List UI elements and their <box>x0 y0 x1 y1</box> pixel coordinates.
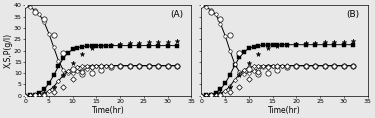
X-axis label: Time(hr): Time(hr) <box>92 105 124 115</box>
Text: (B): (B) <box>346 10 359 19</box>
Text: (A): (A) <box>170 10 183 19</box>
X-axis label: Time(hr): Time(hr) <box>268 105 301 115</box>
Y-axis label: X,S,P(g/l): X,S,P(g/l) <box>3 33 12 68</box>
